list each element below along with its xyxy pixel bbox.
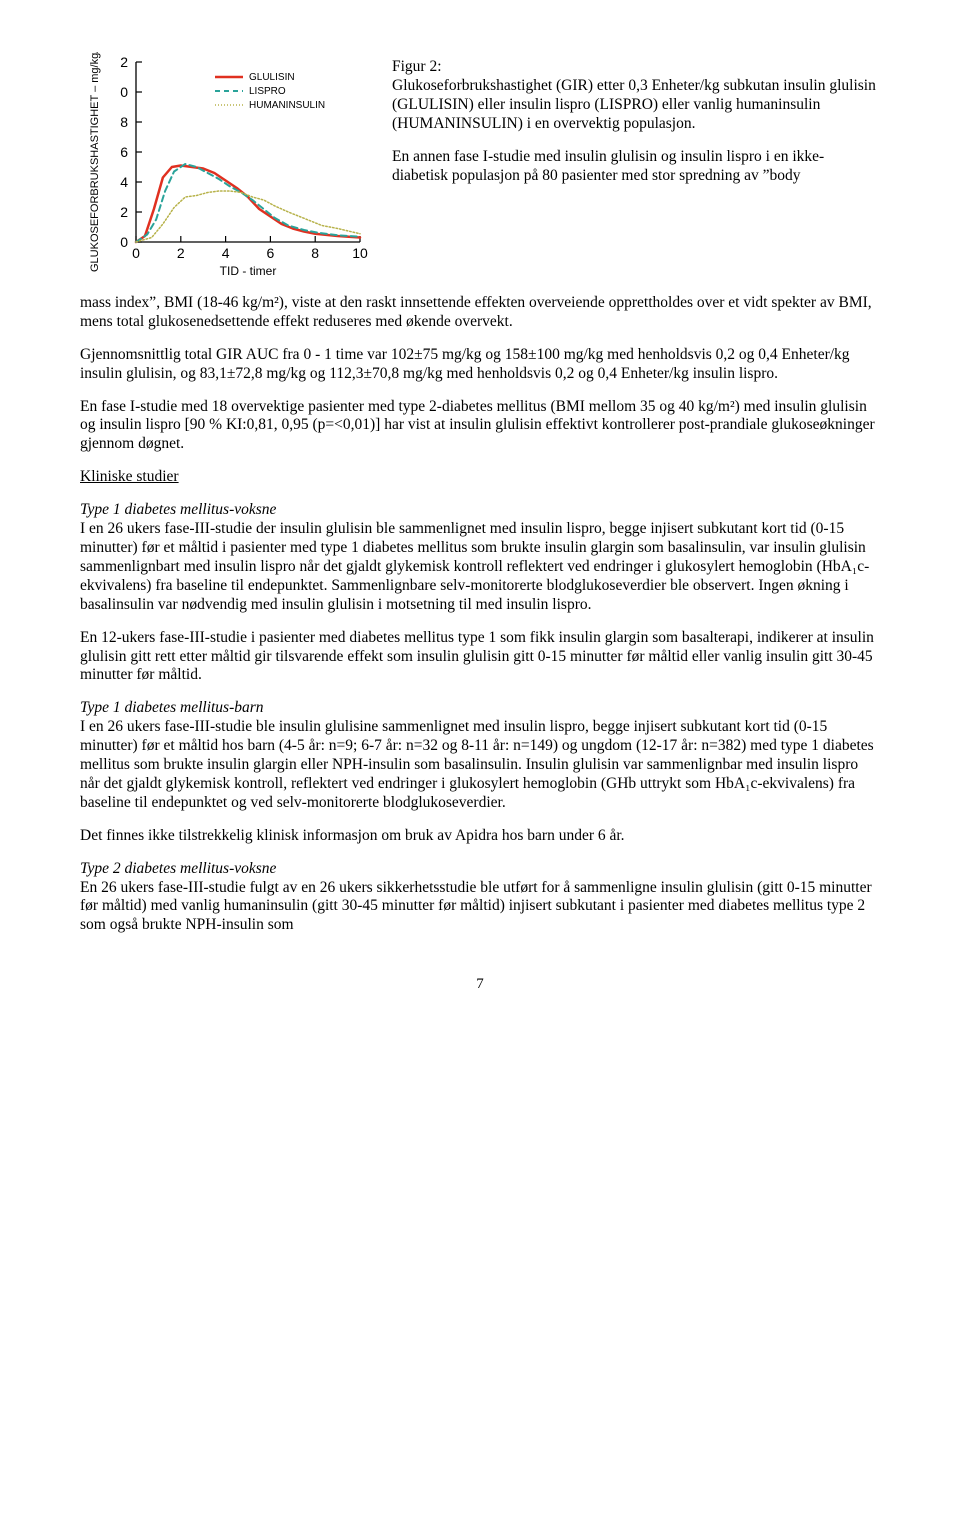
type1-voksne-p2: En 12-ukers fase-III-studie i pasienter …	[80, 629, 880, 686]
type2-voksne: Type 2 diabetes mellitus-voksne En 26 uk…	[80, 860, 880, 936]
svg-text:TID - timer: TID - timer	[220, 264, 277, 278]
para-1-right: En annen fase I-studie med insulin gluli…	[392, 148, 880, 186]
svg-text:4: 4	[222, 245, 230, 261]
svg-text:GLULISIN: GLULISIN	[249, 72, 295, 83]
type1-voksne-body: I en 26 ukers fase-III-studie der insuli…	[80, 520, 869, 613]
svg-text:2: 2	[120, 204, 128, 220]
type1-barn: Type 1 diabetes mellitus-barn I en 26 uk…	[80, 699, 880, 812]
svg-text:8: 8	[311, 245, 319, 261]
svg-text:LISPRO: LISPRO	[249, 86, 286, 97]
type2-voksne-head: Type 2 diabetes mellitus-voksne	[80, 860, 276, 877]
caption-title: Figur 2:	[392, 58, 880, 77]
svg-text:0: 0	[132, 245, 140, 261]
svg-text:10: 10	[352, 245, 368, 261]
svg-text:GLUKOSEFORBRUKSHASTIGHET – mg/: GLUKOSEFORBRUKSHASTIGHET – mg/kg/min	[89, 52, 101, 272]
para-2: Gjennomsnittlig total GIR AUC fra 0 - 1 …	[80, 346, 880, 384]
figure-caption: Figur 2: Glukoseforbrukshastighet (GIR) …	[380, 52, 880, 185]
type2-voksne-body: En 26 ukers fase-III-studie fulgt av en …	[80, 879, 872, 934]
svg-text:8: 8	[120, 114, 128, 130]
gir-chart: 0 2 4 6 8 10 0 2 4 6 8 0 2 TID - timer GLUKOSEFORBRUKS…	[80, 52, 380, 288]
svg-text:2: 2	[177, 245, 185, 261]
svg-text:6: 6	[120, 144, 128, 160]
type1-voksne-head: Type 1 diabetes mellitus-voksne	[80, 501, 276, 518]
figure-block: 0 2 4 6 8 10 0 2 4 6 8 0 2 TID - timer GLUKOSEFORBRUKS…	[80, 52, 880, 288]
type1-barn-p2: Det finnes ikke tilstrekkelig klinisk in…	[80, 827, 880, 846]
type1-voksne: Type 1 diabetes mellitus-voksne I en 26 …	[80, 501, 880, 614]
svg-text:0: 0	[120, 234, 128, 250]
svg-text:HUMANINSULIN: HUMANINSULIN	[249, 100, 325, 111]
para-3: En fase I-studie med 18 overvektige pasi…	[80, 398, 880, 455]
type1-barn-head: Type 1 diabetes mellitus-barn	[80, 699, 264, 716]
caption-body: Glukoseforbrukshastighet (GIR) etter 0,3…	[392, 77, 880, 134]
svg-text:6: 6	[267, 245, 275, 261]
svg-text:2: 2	[120, 54, 128, 70]
type1-barn-body: I en 26 ukers fase-III-studie ble insuli…	[80, 718, 874, 811]
svg-text:4: 4	[120, 174, 128, 190]
svg-text:0: 0	[120, 84, 128, 100]
page-number: 7	[80, 975, 880, 993]
para-1-flow: mass index”, BMI (18-46 kg/m²), viste at…	[80, 294, 880, 332]
kliniske-heading: Kliniske studier	[80, 468, 880, 487]
